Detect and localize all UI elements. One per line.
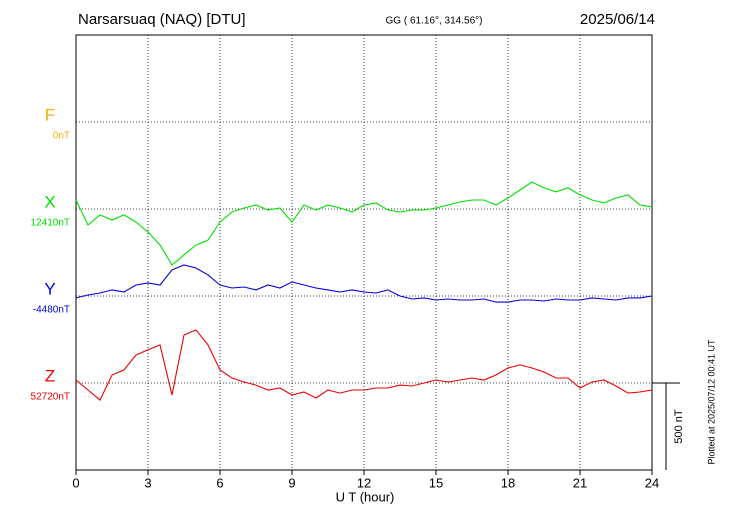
series-line <box>75 181 653 266</box>
legend-label: Y <box>44 279 55 298</box>
x-tick-label: 15 <box>429 475 443 490</box>
x-axis-label: U T (hour) <box>336 489 395 504</box>
chart-date: 2025/06/14 <box>580 11 655 28</box>
baseline-label: 12410nT <box>31 218 70 229</box>
legend-label: X <box>44 192 55 211</box>
x-tick-label: 6 <box>216 475 223 490</box>
footnote: Plotted at 2025/07/12 00:41 UT <box>706 339 716 465</box>
x-tick-label: 9 <box>288 475 295 490</box>
x-tick-label: 18 <box>501 475 515 490</box>
chart-title: Narsarsuaq (NAQ) [DTU] <box>78 11 246 28</box>
x-tick-label: 3 <box>144 475 151 490</box>
x-tick-label: 24 <box>645 475 659 490</box>
baseline-label: 0nT <box>53 131 70 142</box>
scale-bar-label: 500 nT <box>673 409 685 444</box>
legend-label: F <box>45 105 55 124</box>
x-tick-label: 12 <box>357 475 371 490</box>
series-line <box>75 329 653 401</box>
legend-label: Z <box>45 366 55 385</box>
x-tick-label: 21 <box>573 475 587 490</box>
baseline-label: 52720nT <box>31 392 70 403</box>
series-line <box>75 264 653 303</box>
chart-subtitle: GG ( 61.16°, 314.56°) <box>386 16 483 27</box>
baseline-label: -4480nT <box>33 305 70 316</box>
x-tick-label: 0 <box>72 475 79 490</box>
